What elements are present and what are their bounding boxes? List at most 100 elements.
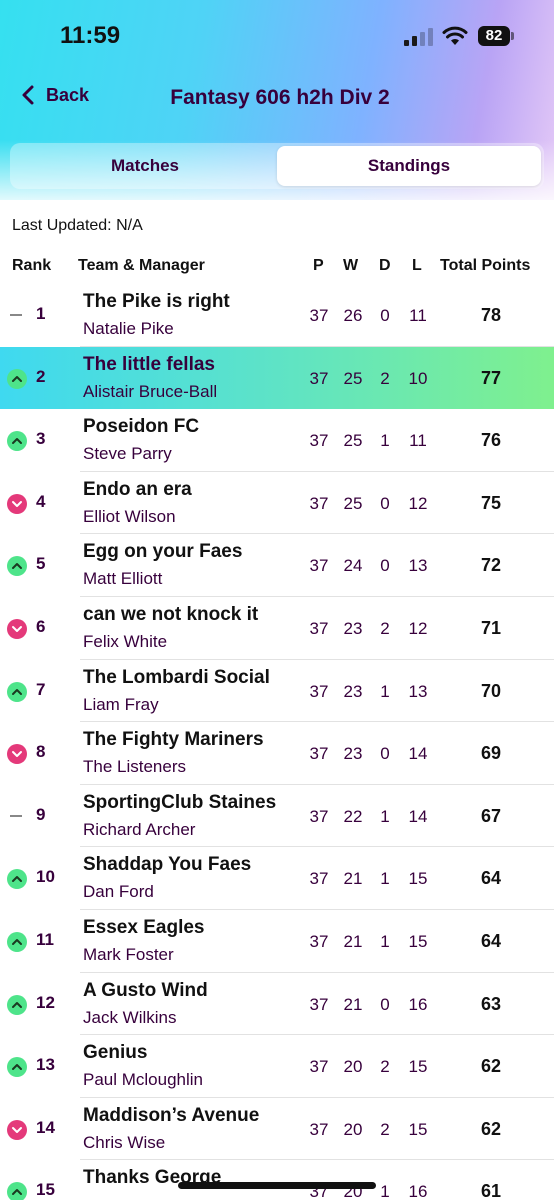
total-points-value: 67 xyxy=(480,805,502,826)
played-value: 37 xyxy=(309,431,329,451)
won-value: 21 xyxy=(343,931,363,951)
standings-table: 1 The Pike is right Natalie Pike 37 26 0 11 78 2… xyxy=(0,284,554,1200)
rank-number: 5 xyxy=(36,554,46,574)
table-row[interactable]: 13 Genius Paul Mcloughlin 37 20 2 15 62 xyxy=(0,1035,554,1098)
table-row[interactable]: 11 Essex Eagles Mark Foster 37 21 1 15 64 xyxy=(0,910,554,973)
tab-standings[interactable]: Standings xyxy=(277,146,541,186)
team-name: The Pike is right xyxy=(83,291,230,312)
team-name: The Fighty Mariners xyxy=(83,729,264,751)
table-row[interactable]: 1 The Pike is right Natalie Pike 37 26 0 11 78 xyxy=(0,284,554,347)
rank-number: 2 xyxy=(36,366,46,386)
wifi-icon xyxy=(442,26,468,45)
lost-value: 14 xyxy=(408,806,428,826)
played-value: 37 xyxy=(309,806,329,826)
rank-down-icon xyxy=(7,1119,27,1140)
column-header-l: L xyxy=(412,257,422,274)
status-bar: 11:59 82 xyxy=(0,18,554,58)
lost-value: 10 xyxy=(408,368,428,388)
table-row[interactable]: 12 A Gusto Wind Jack Wilkins 37 21 0 16 63 xyxy=(0,973,554,1036)
rank-number: 13 xyxy=(36,1055,55,1075)
rank-down-icon xyxy=(7,493,27,514)
total-points-value: 75 xyxy=(480,492,502,513)
row-divider xyxy=(80,783,554,785)
total-points-value: 70 xyxy=(480,680,502,701)
tab-matches[interactable]: Matches xyxy=(110,156,180,175)
team-name: Essex Eagles xyxy=(83,916,205,938)
total-points-value: 64 xyxy=(480,868,502,889)
row-divider xyxy=(80,1034,554,1036)
lost-value: 12 xyxy=(408,493,428,513)
rank-number: 14 xyxy=(36,1117,55,1137)
row-divider xyxy=(80,658,554,660)
table-row[interactable]: 6 can we not knock it Felix White 37 23 2 12 71 xyxy=(0,597,554,660)
column-header-team: Team & Manager xyxy=(78,257,205,274)
team-name: Egg on your Faes xyxy=(83,541,243,563)
lost-value: 11 xyxy=(409,306,427,325)
rank-up-icon xyxy=(7,931,27,952)
won-value: 25 xyxy=(343,493,363,513)
manager-name: Paul Mcloughlin xyxy=(83,1070,204,1090)
table-row[interactable]: 5 Egg on your Faes Matt Elliott 37 24 0 13 72 xyxy=(0,534,554,597)
drawn-value: 1 xyxy=(380,1182,390,1200)
team-name: Shaddap You Faes xyxy=(83,854,252,876)
won-value: 21 xyxy=(343,994,363,1014)
drawn-value: 2 xyxy=(380,368,390,388)
last-updated-text: Last Updated: N/A xyxy=(12,217,143,234)
rank-up-icon xyxy=(7,869,27,890)
table-row[interactable]: 10 Shaddap You Faes Dan Ford 37 21 1 15 64 xyxy=(0,847,554,910)
table-row[interactable]: 8 The Fighty Mariners The Listeners 37 23 0 14… xyxy=(0,722,554,785)
total-points-value: 77 xyxy=(480,367,502,388)
played-value: 37 xyxy=(309,493,329,513)
status-time: 11:59 xyxy=(60,22,121,49)
won-value: 25 xyxy=(343,431,363,451)
manager-name: Felix White xyxy=(83,631,168,651)
row-divider xyxy=(80,595,554,597)
drawn-value: 2 xyxy=(380,618,390,638)
rank-number: 12 xyxy=(36,992,55,1012)
rank-number: 11 xyxy=(36,929,54,949)
drawn-value: 1 xyxy=(380,681,390,701)
manager-name: Steve Parry xyxy=(83,444,172,464)
home-indicator[interactable] xyxy=(178,1182,376,1189)
played-value: 37 xyxy=(309,368,329,388)
total-points-value: 64 xyxy=(480,930,502,951)
won-value: 23 xyxy=(343,744,363,764)
back-button[interactable]: Back xyxy=(20,84,89,106)
lost-value: 15 xyxy=(408,1119,428,1139)
table-row[interactable]: 2 The little fellas Alistair Bruce-Ball 37 2… xyxy=(0,346,554,410)
rank-up-icon xyxy=(7,431,27,452)
rank-up-icon xyxy=(7,1057,27,1078)
lost-value: 13 xyxy=(408,681,428,701)
table-row[interactable]: 15 Thanks George 37 20 1 16 61 xyxy=(0,1160,554,1200)
rank-up-icon xyxy=(7,1182,27,1200)
drawn-value: 1 xyxy=(380,869,390,889)
table-row[interactable]: 14 Maddison’s Avenue Chris Wise 37 20 2 15 62 xyxy=(0,1098,554,1161)
cellular-signal-icon xyxy=(404,28,433,46)
rank-number: 9 xyxy=(36,804,46,824)
won-value: 20 xyxy=(343,1119,363,1139)
won-value: 23 xyxy=(343,681,363,701)
rank-number: 3 xyxy=(36,429,46,449)
total-points-value: 76 xyxy=(480,430,502,451)
table-row[interactable]: 7 The Lombardi Social Liam Fray 37 23 1 13 70 xyxy=(0,660,554,723)
team-name: Genius xyxy=(83,1042,148,1064)
manager-name: Chris Wise xyxy=(83,1132,166,1152)
table-row[interactable]: 9 SportingClub Staines Richard Archer 37 22 1… xyxy=(0,785,554,848)
drawn-value: 0 xyxy=(380,306,390,325)
row-divider xyxy=(80,533,554,535)
column-header-p: P xyxy=(313,257,324,274)
total-points-value: 61 xyxy=(480,1181,502,1200)
rank-up-icon xyxy=(7,368,27,389)
rank-number: 1 xyxy=(36,304,46,323)
column-header-rank: Rank xyxy=(12,257,52,274)
table-row[interactable]: 3 Poseidon FC Steve Parry 37 25 1 11 76 xyxy=(0,409,554,472)
rank-up-icon xyxy=(7,994,27,1015)
manager-name: Alistair Bruce-Ball xyxy=(83,381,218,401)
lost-value: 11 xyxy=(409,431,427,451)
table-row[interactable]: 4 Endo an era Elliot Wilson 37 25 0 12 75 xyxy=(0,472,554,535)
drawn-value: 0 xyxy=(380,556,390,576)
rank-unchanged-icon xyxy=(10,314,22,316)
total-points-value: 62 xyxy=(480,1056,502,1077)
played-value: 37 xyxy=(309,1057,329,1077)
rank-up-icon xyxy=(7,681,27,702)
